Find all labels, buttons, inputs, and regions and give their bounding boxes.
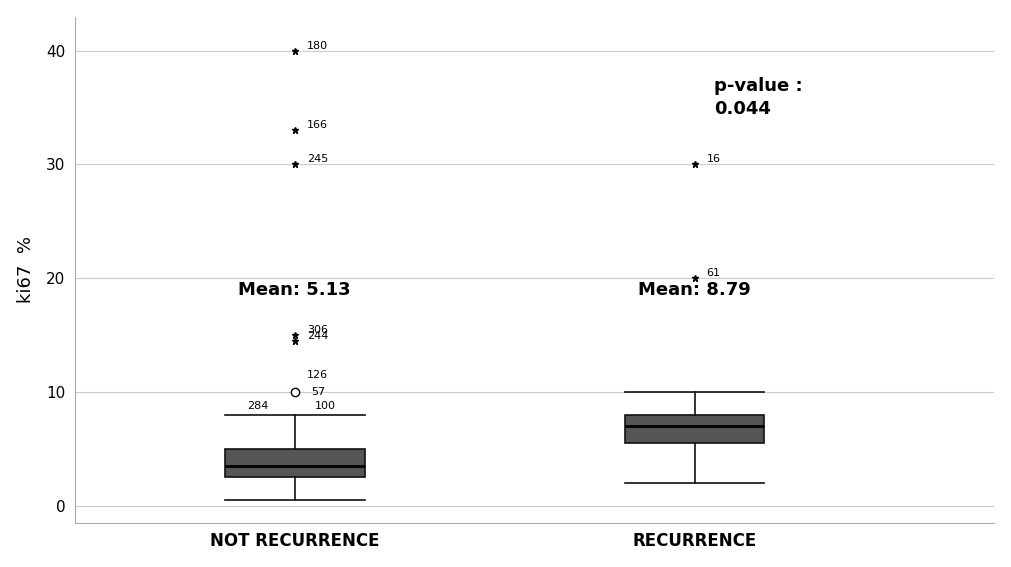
Text: 244: 244 xyxy=(306,331,329,341)
Text: Mean: 8.79: Mean: 8.79 xyxy=(638,281,751,299)
Text: 61: 61 xyxy=(707,268,721,278)
Text: 57: 57 xyxy=(310,387,325,397)
Bar xyxy=(224,448,365,477)
Text: Mean: 5.13: Mean: 5.13 xyxy=(239,281,351,299)
Text: 306: 306 xyxy=(306,325,328,335)
Text: 100: 100 xyxy=(314,400,336,411)
Text: 16: 16 xyxy=(707,154,721,164)
Text: 180: 180 xyxy=(306,41,328,51)
Text: p-value :
0.044: p-value : 0.044 xyxy=(714,77,803,117)
Text: 166: 166 xyxy=(306,120,328,130)
Text: 126: 126 xyxy=(306,370,328,380)
Y-axis label: ki67  %: ki67 % xyxy=(16,236,34,303)
Text: 284: 284 xyxy=(247,400,268,411)
Bar xyxy=(625,414,764,443)
Text: 245: 245 xyxy=(306,154,328,164)
